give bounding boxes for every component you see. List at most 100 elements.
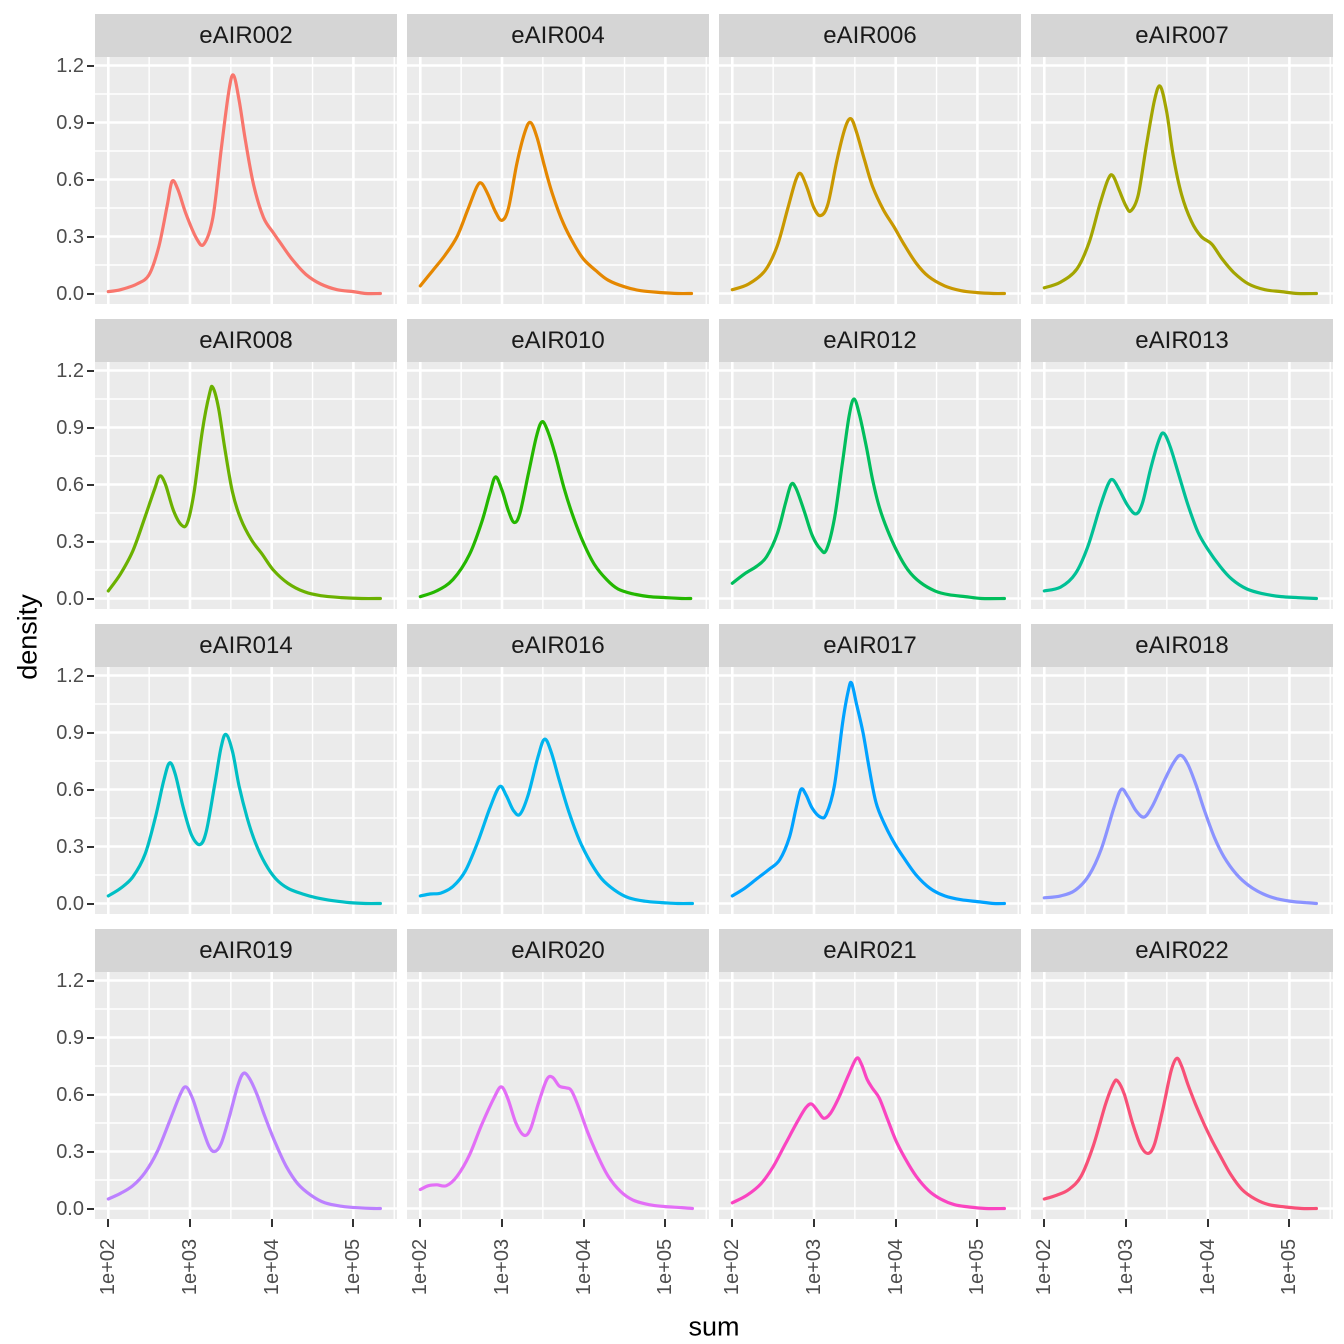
y-tick-label: 0.3	[56, 226, 84, 248]
facet-strip: eAIR022	[1031, 929, 1333, 972]
x-tick-mark	[583, 1219, 585, 1227]
density-curve	[418, 1074, 694, 1211]
facet-panel	[1031, 972, 1333, 1219]
y-tick-mark	[87, 789, 94, 791]
y-tick-label: 0.9	[56, 112, 84, 134]
x-tick-mark	[501, 1219, 503, 1227]
y-tick-label: 0.6	[56, 779, 84, 801]
y-tick-mark	[87, 1094, 94, 1096]
y-tick-mark	[87, 541, 94, 543]
x-tick-mark	[813, 1219, 815, 1227]
facet-panel	[719, 57, 1021, 304]
x-tick-mark	[1043, 1219, 1045, 1227]
x-tick-mark	[271, 1219, 273, 1227]
facet-strip-label: eAIR022	[1135, 936, 1229, 964]
y-tick-label: 0.6	[56, 474, 84, 496]
density-curve	[730, 680, 1006, 906]
x-tick-label: 1e+02	[97, 1238, 119, 1296]
y-tick-mark	[87, 732, 94, 734]
facet-panel	[719, 667, 1021, 914]
facet-strip: eAIR013	[1031, 319, 1333, 362]
x-tick-label: 1e+04	[1197, 1238, 1219, 1296]
facet-strip: eAIR008	[95, 319, 397, 362]
y-tick-mark	[87, 179, 94, 181]
density-curve	[106, 732, 382, 906]
density-curve	[106, 1071, 382, 1211]
facet-strip-label: eAIR017	[823, 631, 917, 659]
facet-strip-label: eAIR014	[199, 631, 293, 659]
y-tick-label: 0.3	[56, 1141, 84, 1163]
y-tick-mark	[87, 65, 94, 67]
y-tick-label: 1.2	[56, 360, 84, 382]
facet-strip-label: eAIR016	[511, 631, 605, 659]
facet-strip: eAIR006	[719, 14, 1021, 57]
y-tick-mark	[87, 370, 94, 372]
facet-panel	[407, 667, 709, 914]
x-tick-mark	[189, 1219, 191, 1227]
y-tick-label: 0.0	[56, 893, 84, 915]
y-tick-label: 0.9	[56, 417, 84, 439]
density-curve	[1042, 753, 1318, 906]
x-tick-mark	[1125, 1219, 1127, 1227]
facet-strip: eAIR016	[407, 624, 709, 667]
facet-panel	[407, 972, 709, 1219]
density-curve	[1042, 431, 1318, 601]
facet-strip: eAIR019	[95, 929, 397, 972]
y-tick-mark	[87, 675, 94, 677]
density-curve	[1042, 1056, 1318, 1211]
facet-strip: eAIR004	[407, 14, 709, 57]
facet-strip-label: eAIR019	[199, 936, 293, 964]
x-tick-label: 1e+03	[179, 1238, 201, 1296]
x-tick-label: 1e+03	[1115, 1238, 1137, 1296]
facet-panel	[95, 972, 397, 1219]
facet-strip: eAIR007	[1031, 14, 1333, 57]
facet-strip-label: eAIR004	[511, 21, 605, 49]
density-curve	[730, 117, 1006, 296]
x-tick-label: 1e+05	[966, 1238, 988, 1296]
facet-strip: eAIR002	[95, 14, 397, 57]
y-tick-mark	[87, 1151, 94, 1153]
x-tick-label: 1e+02	[1033, 1238, 1055, 1296]
facet-strip-label: eAIR008	[199, 326, 293, 354]
x-tick-mark	[1288, 1219, 1290, 1227]
facet-panel	[95, 57, 397, 304]
density-curve	[106, 73, 382, 296]
facet-strip: eAIR021	[719, 929, 1021, 972]
facet-strip: eAIR014	[95, 624, 397, 667]
y-tick-label: 1.2	[56, 55, 84, 77]
y-tick-mark	[87, 1037, 94, 1039]
x-tick-label: 1e+02	[409, 1238, 431, 1296]
facet-strip-label: eAIR012	[823, 326, 917, 354]
x-tick-label: 1e+04	[261, 1238, 283, 1296]
density-curve	[418, 420, 693, 601]
facet-strip-label: eAIR006	[823, 21, 917, 49]
y-tick-mark	[87, 427, 94, 429]
facet-strip: eAIR012	[719, 319, 1021, 362]
y-tick-mark	[87, 293, 94, 295]
facet-strip: eAIR020	[407, 929, 709, 972]
y-tick-mark	[87, 484, 94, 486]
facet-strip-label: eAIR018	[1135, 631, 1229, 659]
facet-strip: eAIR010	[407, 319, 709, 362]
x-axis-title: sum	[688, 1311, 740, 1342]
y-tick-label: 0.6	[56, 1084, 84, 1106]
x-tick-mark	[976, 1219, 978, 1227]
y-tick-mark	[87, 122, 94, 124]
x-tick-label: 1e+03	[803, 1238, 825, 1296]
x-tick-label: 1e+04	[885, 1238, 907, 1296]
facet-panel	[407, 57, 709, 304]
x-tick-mark	[731, 1219, 733, 1227]
y-tick-label: 0.9	[56, 1027, 84, 1049]
y-tick-label: 0.9	[56, 722, 84, 744]
facet-strip-label: eAIR002	[199, 21, 293, 49]
y-tick-label: 0.0	[56, 1198, 84, 1220]
x-tick-label: 1e+05	[342, 1238, 364, 1296]
facet-panel	[1031, 57, 1333, 304]
density-curve	[418, 120, 694, 296]
facet-strip-label: eAIR007	[1135, 21, 1229, 49]
x-tick-mark	[895, 1219, 897, 1227]
facet-strip-label: eAIR020	[511, 936, 605, 964]
density-curve	[730, 397, 1006, 601]
facet-panel	[1031, 667, 1333, 914]
